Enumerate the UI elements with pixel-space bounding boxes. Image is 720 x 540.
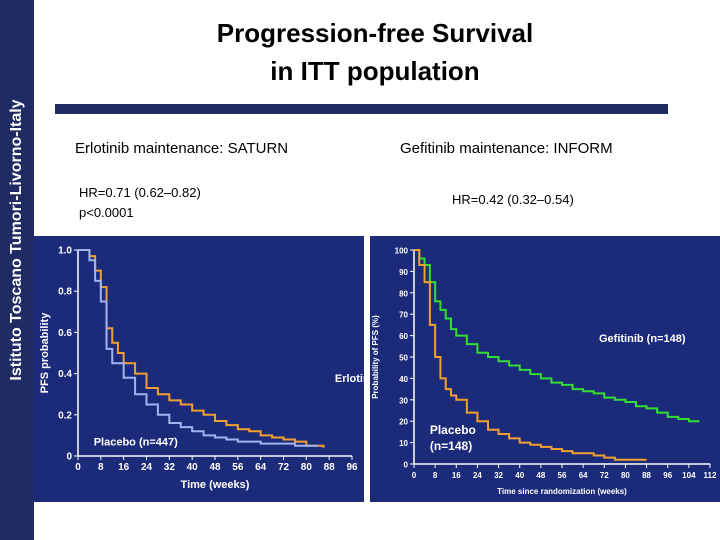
c1-x-tick-label: 8 xyxy=(433,471,438,480)
c0-x-tick-label: 32 xyxy=(164,462,176,473)
c1-series-label: Gefitinib (n=148) xyxy=(599,333,686,345)
c1-x-tick-label: 88 xyxy=(642,471,651,480)
c1-x-tick-label: 104 xyxy=(682,471,696,480)
c0-x-tick-label: 24 xyxy=(141,462,153,473)
c1-x-tick-label: 96 xyxy=(663,471,672,480)
c1-x-tick-label: 64 xyxy=(579,471,588,480)
chart-saturn-svg: 0 0.2 0.4 0.6 0.8 1.0 0 8 16 24 32 40 48 56 64 72 80 88 96… xyxy=(34,236,422,502)
c1-x-tick-label: 40 xyxy=(515,471,524,480)
c1-y-tick-label: 40 xyxy=(399,375,408,384)
c0-x-tick-label: 8 xyxy=(98,462,104,473)
c1-x-tick-label: 48 xyxy=(536,471,545,480)
c0-series-line xyxy=(78,249,318,447)
c1-x-tick-label: 112 xyxy=(704,471,717,480)
c1-y-tick-label: 60 xyxy=(399,332,408,341)
c0-x-tick-label: 80 xyxy=(301,462,313,473)
c1-y-tick-label: 10 xyxy=(399,439,408,448)
c1-series-line xyxy=(414,249,700,423)
c0-y-tick-label: 1.0 xyxy=(58,246,72,257)
c1-y-tick-label: 100 xyxy=(395,247,409,256)
c0-x-tick-label: 72 xyxy=(278,462,290,473)
title-rule xyxy=(55,104,668,114)
c0-x-tick-label: 56 xyxy=(232,462,244,473)
chart-saturn: 0 0.2 0.4 0.6 0.8 1.0 0 8 16 24 32 40 48 56 64 72 80 88 96… xyxy=(34,236,422,502)
c0-series-label: Placebo (n=447) xyxy=(94,437,178,449)
c0-y-tick-label: 0.8 xyxy=(58,287,72,298)
c1-series-label: Placebo xyxy=(430,423,476,437)
c0-x-tick-label: 0 xyxy=(75,462,81,473)
c1-x-tick-label: 80 xyxy=(621,471,630,480)
c0-x-tick-label: 48 xyxy=(209,462,221,473)
c0-y-tick-label: 0.2 xyxy=(58,410,72,421)
c1-x-axis-label: Time since randomization (weeks) xyxy=(497,487,627,496)
c1-background xyxy=(370,236,720,502)
c1-x-tick-label: 16 xyxy=(452,471,461,480)
c1-y-tick-label: 20 xyxy=(399,418,408,427)
c1-y-tick-label: 90 xyxy=(399,268,408,277)
c1-x-tick-label: 0 xyxy=(412,471,417,480)
c0-x-tick-label: 16 xyxy=(118,462,130,473)
c1-y-tick-label: 0 xyxy=(404,461,409,470)
c1-x-tick-label: 24 xyxy=(473,471,482,480)
c1-x-tick-label: 72 xyxy=(600,471,609,480)
page-title: Progression-free Survival in ITT populat… xyxy=(150,14,600,90)
title-line-2: in ITT population xyxy=(270,56,480,86)
hr-erlotinib: HR=0.71 (0.62–0.82) p<0.0001 xyxy=(79,183,201,223)
c0-x-tick-label: 64 xyxy=(255,462,267,473)
institute-label-text: Istituto Toscano Tumori-Livorno-Italy xyxy=(8,99,25,381)
c1-y-axis-label: Probability of PFS (%) xyxy=(371,315,380,399)
c1-series-line xyxy=(414,249,647,461)
c1-y-tick-label: 50 xyxy=(399,354,408,363)
chart-inform-svg: 0 10 20 30 40 50 60 70 80 90 100 0 8 16 24 32 40 48 56 64 72… xyxy=(370,236,720,502)
title-line-1: Progression-free Survival xyxy=(216,18,534,48)
c0-x-tick-label: 40 xyxy=(187,462,199,473)
c0-x-tick-label: 96 xyxy=(346,462,358,473)
c0-y-tick-label: 0.6 xyxy=(58,328,72,339)
c0-background xyxy=(34,236,364,502)
p-value-erlotinib: p<0.0001 xyxy=(79,205,134,220)
hr-erlotinib-value: HR=0.71 (0.62–0.82) xyxy=(79,185,201,200)
c0-y-axis-label: PFS probability xyxy=(39,312,51,394)
c1-y-tick-label: 70 xyxy=(399,311,408,320)
institute-label: Istituto Toscano Tumori-Livorno-Italy xyxy=(0,0,34,470)
c0-series-label: Erlotinib (n=437) xyxy=(335,373,364,385)
hr-gefitinib: HR=0.42 (0.32–0.54) xyxy=(452,192,574,207)
c1-y-tick-label: 80 xyxy=(399,289,408,298)
c0-y-tick-label: 0.4 xyxy=(58,369,72,380)
c0-x-tick-label: 88 xyxy=(324,462,336,473)
chart-inform: 0 10 20 30 40 50 60 70 80 90 100 0 8 16 24 32 40 48 56 64 72… xyxy=(370,236,720,502)
caption-gefitinib: Gefitinib maintenance: INFORM xyxy=(400,140,613,157)
c1-series-label: (n=148) xyxy=(430,439,472,453)
sidebar-bar xyxy=(0,0,34,540)
c1-x-tick-label: 32 xyxy=(494,471,503,480)
c0-x-axis-label: Time (weeks) xyxy=(181,479,250,491)
caption-erlotinib: Erlotinib maintenance: SATURN xyxy=(75,140,289,157)
c1-y-tick-label: 30 xyxy=(399,396,408,405)
c1-x-tick-label: 56 xyxy=(558,471,567,480)
c0-y-tick-label: 0 xyxy=(66,452,72,463)
